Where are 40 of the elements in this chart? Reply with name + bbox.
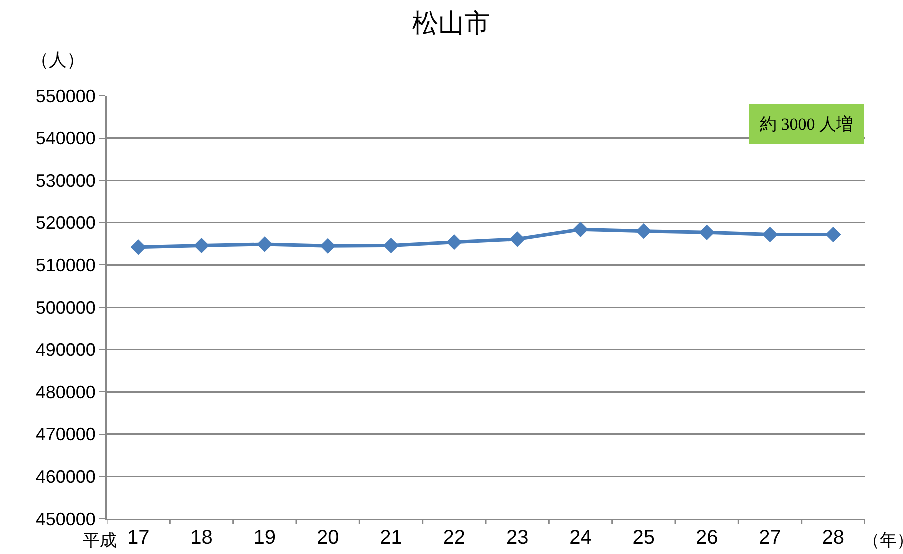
x-tick-label: 19 [254,527,276,549]
point [130,240,146,256]
y-axis-title: （人） [31,50,85,70]
chart-title: 松山市 [412,8,490,38]
x-tick-label: 23 [506,527,529,549]
y-tick-label: 480000 [36,382,96,402]
x-tick-label: 20 [316,527,340,549]
y-tick-label: 470000 [36,424,96,445]
y-tick-label: 510000 [36,256,96,276]
point [383,238,400,254]
point [446,234,462,250]
y-tick-label: 550000 [36,86,96,106]
x-axis-title: （年） [863,531,903,550]
y-tick-label: 490000 [36,340,96,360]
y-tick-label: 450000 [36,509,96,530]
point [320,238,336,254]
x-tick-label: 26 [696,527,718,549]
y-tick-label: 460000 [36,467,96,487]
point [510,232,526,248]
x-tick-label: 18 [190,527,213,549]
point [572,222,589,238]
x-tick-label: 21 [380,527,402,549]
point [762,226,778,243]
point [699,224,715,240]
y-tick-label: 500000 [36,298,96,318]
x-tick-label: 28 [822,527,845,549]
point [636,224,652,240]
y-tick-label: 530000 [36,170,96,191]
x-tick-label: 22 [443,527,466,549]
point [257,236,273,252]
x-tick-label: 25 [632,527,656,549]
text: 平成 [83,531,117,550]
y-tick-label: 520000 [36,213,96,234]
y-tick-label: 540000 [36,128,96,149]
annotation: 約 3000 人増 [760,115,854,134]
point [194,238,210,254]
x-tick-label: 27 [759,527,782,549]
point [826,226,842,243]
x-tick-label: 24 [570,527,592,549]
x-tick-label: 17 [127,527,150,549]
